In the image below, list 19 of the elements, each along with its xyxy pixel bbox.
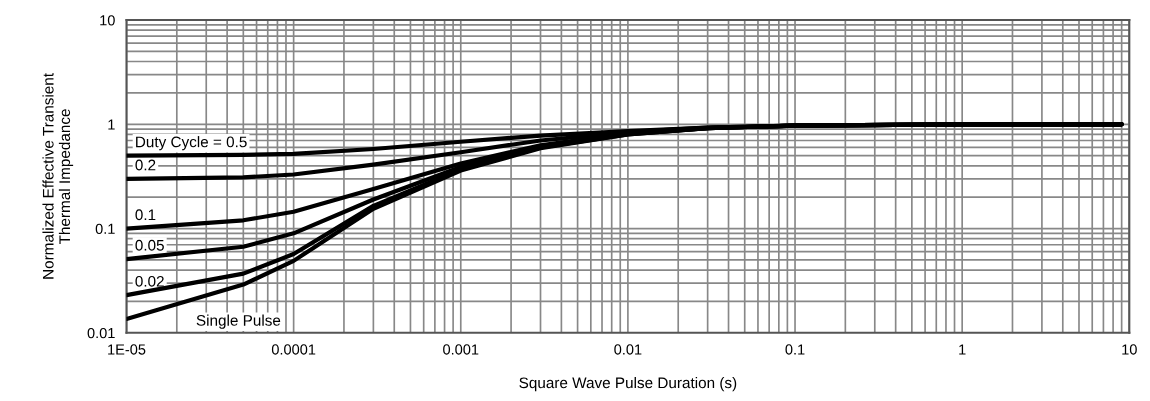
x-tick-label: 0.1 bbox=[785, 344, 805, 355]
y-tick-label: 0.1 bbox=[95, 223, 115, 234]
series-label: 0.1 bbox=[135, 209, 156, 221]
series-label: Duty Cycle = 0.5 bbox=[136, 136, 247, 151]
x-tick-label: 10 bbox=[1122, 344, 1137, 355]
series-label: 0.02 bbox=[135, 275, 164, 287]
y-tick-label: 10 bbox=[100, 15, 115, 26]
x-tick-label: 1 bbox=[959, 344, 966, 355]
y-axis-title: Normalized Effective Transient Thermal Impedance bbox=[42, 73, 74, 279]
x-tick-label: 0.0001 bbox=[271, 344, 316, 355]
series-label: 0.2 bbox=[135, 159, 156, 171]
series-label: Single Pulse bbox=[196, 314, 281, 329]
y-tick-label: 0.01 bbox=[87, 327, 115, 339]
series-label: 0.05 bbox=[135, 239, 164, 251]
x-tick-label: 0.001 bbox=[443, 344, 479, 355]
x-axis-title: Square Wave Pulse Duration (s) bbox=[519, 376, 737, 392]
y-tick-label: 1 bbox=[108, 119, 115, 130]
x-tick-label: 0.01 bbox=[614, 344, 642, 355]
x-tick-label: 1E-05 bbox=[108, 344, 146, 355]
